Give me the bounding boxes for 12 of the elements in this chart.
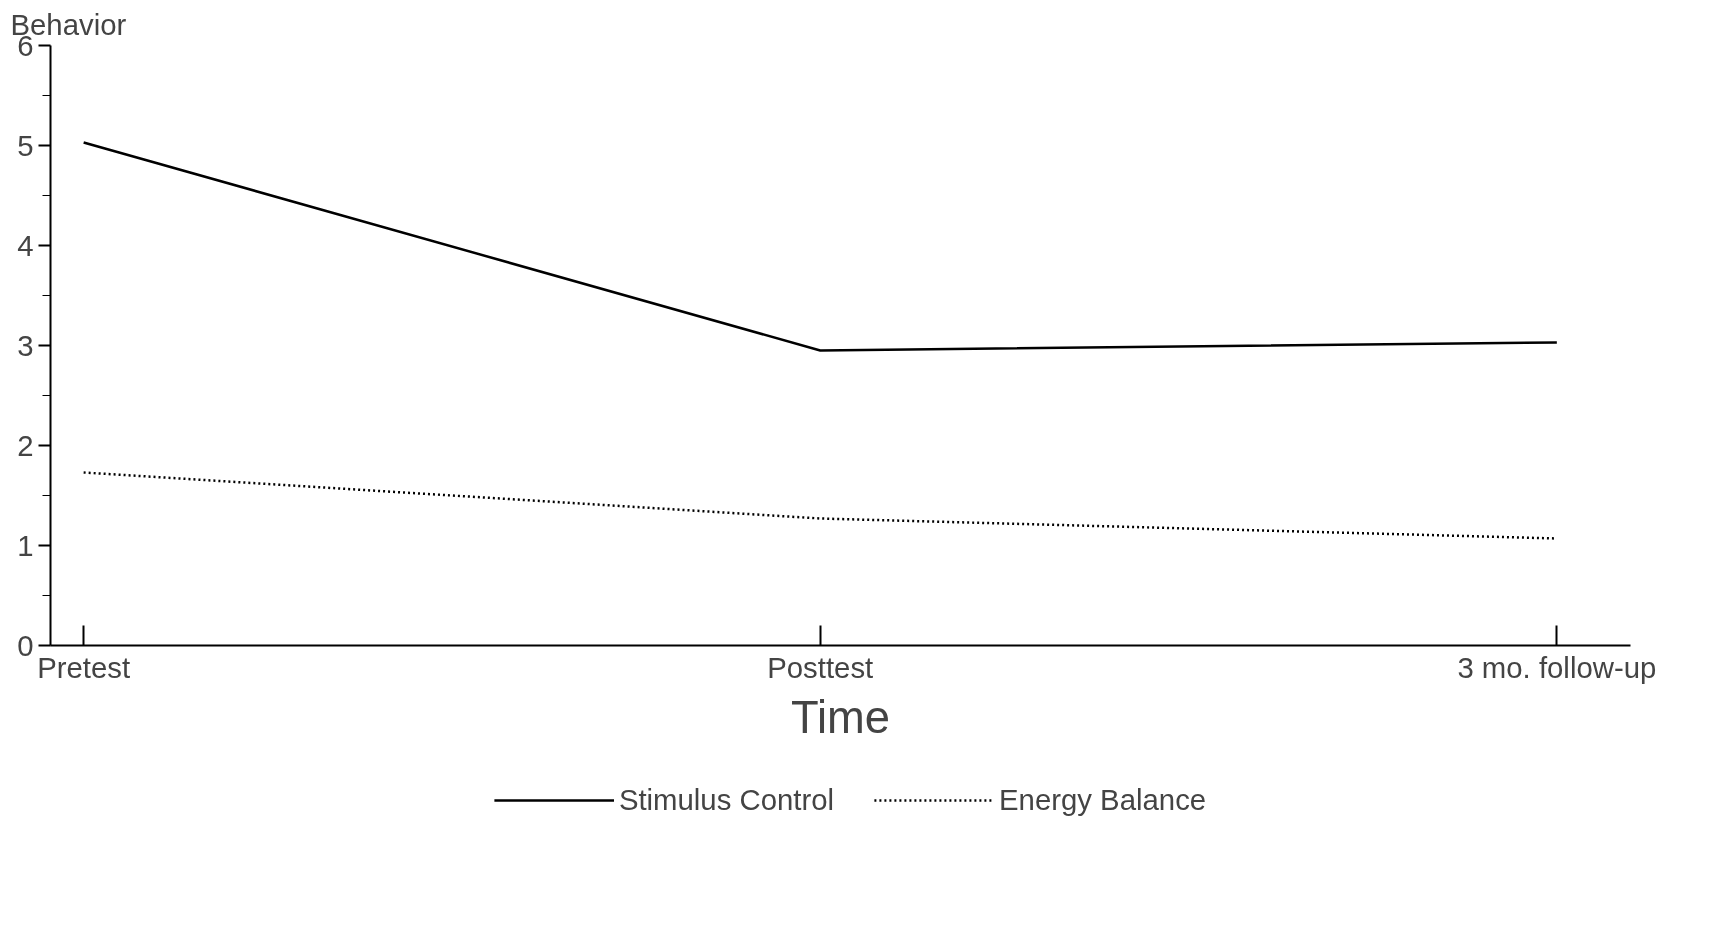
x-tick-label: 3 mo. follow-up	[1457, 650, 1657, 684]
x-tick-label: Pretest	[37, 650, 131, 684]
y-tick-label: 2	[17, 428, 34, 462]
x-tick-label: Posttest	[767, 650, 874, 684]
y-tick-label: 5	[17, 128, 34, 162]
x-axis-title: Time	[790, 691, 891, 743]
y-tick-label: 0	[17, 628, 34, 662]
y-tick-label: 4	[17, 228, 34, 262]
legend-label: Stimulus Control	[618, 783, 835, 817]
y-tick-label: 3	[17, 328, 34, 362]
y-tick-label: 1	[17, 528, 34, 562]
legend-label: Energy Balance	[999, 783, 1207, 817]
